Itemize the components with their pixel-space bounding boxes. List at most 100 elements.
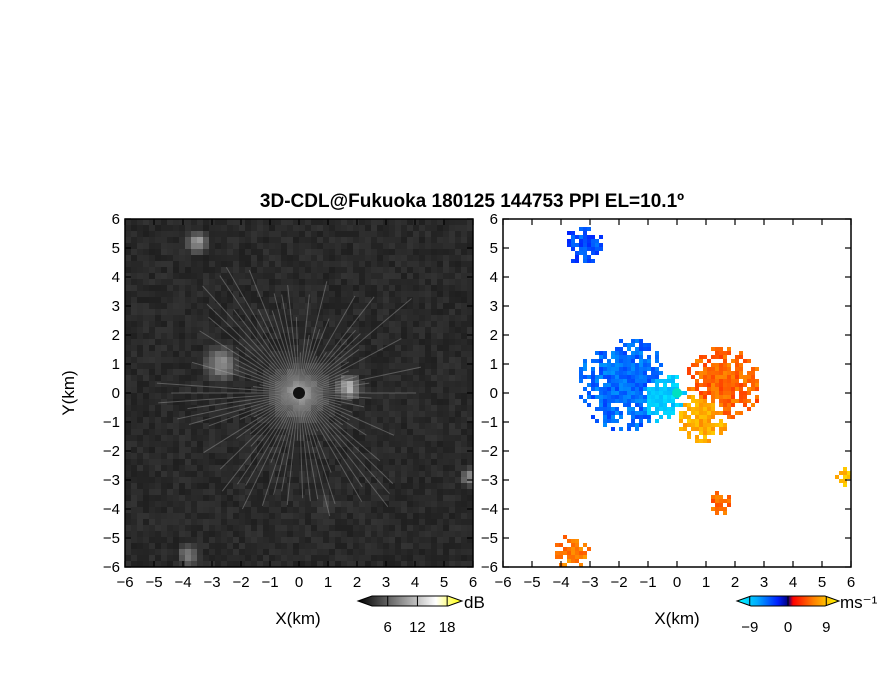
- snr-pixel: [329, 555, 335, 561]
- snr-pixel: [323, 453, 329, 459]
- velocity-pixel: [603, 387, 607, 391]
- snr-pixel: [305, 351, 311, 357]
- snr-pixel: [335, 297, 341, 303]
- snr-pixel: [251, 399, 257, 405]
- x-tick-label: 0: [673, 574, 681, 591]
- snr-pixel: [329, 399, 335, 405]
- velocity-pixel: [575, 555, 579, 559]
- velocity-pixel: [683, 391, 687, 395]
- snr-pixel: [329, 327, 335, 333]
- snr-pixel: [455, 219, 461, 225]
- snr-pixel: [371, 243, 377, 249]
- snr-pixel: [401, 405, 407, 411]
- snr-pixel: [437, 327, 443, 333]
- snr-pixel: [461, 477, 467, 483]
- snr-pixel: [335, 375, 341, 381]
- snr-pixel: [437, 531, 443, 537]
- snr-pixel: [437, 501, 443, 507]
- velocity-pixel: [691, 407, 695, 411]
- snr-pixel: [371, 339, 377, 345]
- snr-pixel: [311, 537, 317, 543]
- snr-pixel: [137, 519, 143, 525]
- snr-pixel: [467, 219, 473, 225]
- snr-pixel: [383, 237, 389, 243]
- snr-pixel: [185, 465, 191, 471]
- snr-pixel: [179, 399, 185, 405]
- velocity-pixel: [607, 359, 611, 363]
- velocity-pixel: [599, 363, 603, 367]
- snr-pixel: [347, 345, 353, 351]
- snr-pixel: [425, 369, 431, 375]
- velocity-pixel: [691, 375, 695, 379]
- snr-pixel: [335, 399, 341, 405]
- snr-pixel: [209, 231, 215, 237]
- snr-pixel: [173, 357, 179, 363]
- velocity-x-axis-label: X(km): [654, 609, 699, 628]
- snr-pixel: [353, 273, 359, 279]
- snr-pixel: [329, 489, 335, 495]
- snr-pixel: [359, 561, 365, 567]
- velocity-pixel: [731, 387, 735, 391]
- snr-pixel: [227, 483, 233, 489]
- snr-pixel: [191, 465, 197, 471]
- snr-pixel: [167, 453, 173, 459]
- snr-pixel: [341, 345, 347, 351]
- snr-pixel: [281, 357, 287, 363]
- snr-pixel: [173, 561, 179, 567]
- snr-pixel: [419, 225, 425, 231]
- snr-pixel: [413, 555, 419, 561]
- snr-pixel: [365, 411, 371, 417]
- snr-pixel: [161, 489, 167, 495]
- snr-pixel: [341, 315, 347, 321]
- snr-radial-streak: [235, 346, 300, 394]
- snr-pixel: [275, 387, 281, 393]
- snr-pixel: [371, 411, 377, 417]
- velocity-pixel: [839, 471, 843, 475]
- snr-pixel: [209, 435, 215, 441]
- snr-pixel: [149, 249, 155, 255]
- y-tick-label: −1: [481, 414, 498, 431]
- snr-pixel: [461, 327, 467, 333]
- snr-pixel: [263, 393, 269, 399]
- snr-pixel: [179, 249, 185, 255]
- snr-pixel: [131, 543, 137, 549]
- snr-pixel: [269, 351, 275, 357]
- snr-pixel: [347, 315, 353, 321]
- snr-pixel: [131, 315, 137, 321]
- snr-pixel: [221, 537, 227, 543]
- snr-pixel: [281, 561, 287, 567]
- snr-pixel: [293, 261, 299, 267]
- snr-pixel: [311, 513, 317, 519]
- y-tick-label: −3: [103, 472, 120, 489]
- snr-pixel: [179, 381, 185, 387]
- snr-pixel: [419, 351, 425, 357]
- snr-pixel: [143, 465, 149, 471]
- snr-pixel: [281, 381, 287, 387]
- snr-pixel: [377, 405, 383, 411]
- snr-pixel: [185, 471, 191, 477]
- snr-pixel: [449, 399, 455, 405]
- snr-pixel: [437, 555, 443, 561]
- snr-pixel: [203, 291, 209, 297]
- snr-pixel: [467, 243, 473, 249]
- snr-pixel: [341, 363, 347, 369]
- snr-pixel: [347, 231, 353, 237]
- snr-pixel: [137, 357, 143, 363]
- velocity-pixel: [635, 351, 639, 355]
- snr-pixel: [287, 291, 293, 297]
- snr-pixel: [437, 507, 443, 513]
- snr-pixel: [347, 357, 353, 363]
- snr-pixel: [221, 291, 227, 297]
- snr-pixel: [137, 363, 143, 369]
- snr-pixel: [359, 267, 365, 273]
- snr-pixel: [221, 267, 227, 273]
- snr-pixel: [449, 285, 455, 291]
- snr-pixel: [401, 477, 407, 483]
- x-tick-label: 2: [353, 574, 361, 591]
- snr-pixel: [347, 309, 353, 315]
- snr-pixel: [281, 429, 287, 435]
- snr-pixel: [149, 315, 155, 321]
- snr-pixel: [395, 231, 401, 237]
- snr-pixel: [167, 489, 173, 495]
